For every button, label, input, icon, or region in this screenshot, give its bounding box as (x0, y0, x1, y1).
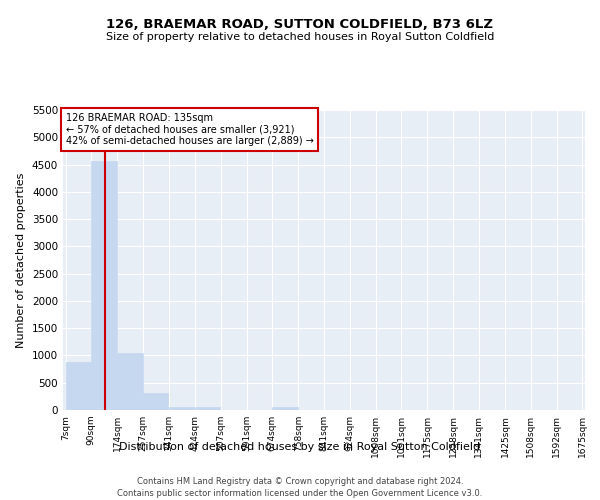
Text: Contains HM Land Registry data © Crown copyright and database right 2024.: Contains HM Land Registry data © Crown c… (137, 478, 463, 486)
Bar (272, 408, 298, 410)
Bar (91, 162, 116, 410)
Bar (195, 408, 220, 410)
Bar (169, 406, 194, 410)
Bar (65, 362, 91, 410)
Y-axis label: Number of detached properties: Number of detached properties (16, 172, 26, 348)
Text: Contains public sector information licensed under the Open Government Licence v3: Contains public sector information licen… (118, 489, 482, 498)
Text: Distribution of detached houses by size in Royal Sutton Coldfield: Distribution of detached houses by size … (119, 442, 481, 452)
Text: 126, BRAEMAR ROAD, SUTTON COLDFIELD, B73 6LZ: 126, BRAEMAR ROAD, SUTTON COLDFIELD, B73… (107, 18, 493, 30)
Text: 126 BRAEMAR ROAD: 135sqm
← 57% of detached houses are smaller (3,921)
42% of sem: 126 BRAEMAR ROAD: 135sqm ← 57% of detach… (65, 113, 313, 146)
Bar (143, 393, 169, 410)
Bar (118, 352, 143, 410)
Text: Size of property relative to detached houses in Royal Sutton Coldfield: Size of property relative to detached ho… (106, 32, 494, 42)
